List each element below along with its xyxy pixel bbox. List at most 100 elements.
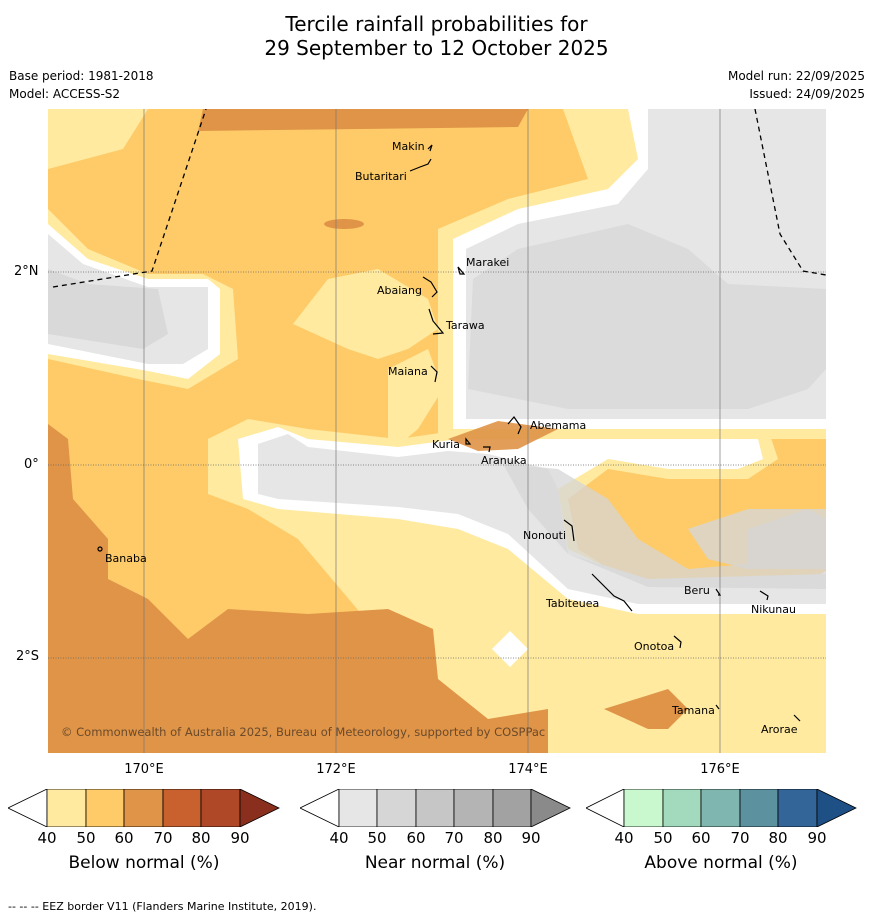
colorbar-above xyxy=(586,789,857,827)
label-onotoa: Onotoa xyxy=(634,640,675,653)
lat-label-equator: 0° xyxy=(24,457,39,472)
below-tick-60: 60 xyxy=(114,829,134,847)
island-makin xyxy=(427,144,433,152)
label-aranuka: Aranuka xyxy=(481,454,527,467)
label-butaritari: Butaritari xyxy=(355,170,407,183)
island-maiana xyxy=(430,365,438,383)
colorbar-above-title: Above normal (%) xyxy=(644,853,798,873)
colorbar-below-seg-1 xyxy=(46,789,87,827)
colorbar-below-seg-2 xyxy=(85,789,125,827)
lon-label-172e: 172°E xyxy=(316,762,356,777)
lat-label-2s: 2°S xyxy=(16,649,40,664)
zone-below-70-southwest xyxy=(48,424,548,753)
island-marakei xyxy=(457,266,466,275)
label-arorae: Arorae xyxy=(761,723,798,736)
island-onotoa xyxy=(673,635,682,649)
map-title: Tercile rainfall probabilities for 29 Se… xyxy=(0,12,873,60)
island-kuria xyxy=(465,437,472,445)
label-tamana: Tamana xyxy=(672,704,715,717)
lon-label-170e: 170°E xyxy=(124,762,164,777)
base-period: Base period: 1981-2018 xyxy=(9,69,154,83)
below-tick-80: 80 xyxy=(191,829,211,847)
colorbar-near-seg-1 xyxy=(338,789,378,827)
label-maiana: Maiana xyxy=(388,365,428,378)
colorbar-near-seg-2 xyxy=(376,789,417,827)
island-nonouti xyxy=(563,519,575,542)
island-nikunau xyxy=(759,590,769,601)
below-tick-50: 50 xyxy=(76,829,96,847)
lon-label-176e: 176°E xyxy=(700,762,740,777)
above-tick-70: 70 xyxy=(730,829,750,847)
colorbar-near-title: Near normal (%) xyxy=(364,853,506,873)
zone-near-60-right xyxy=(468,109,826,409)
zone-below-50-mid xyxy=(388,349,443,454)
colorbar-above-seg-3 xyxy=(700,789,741,827)
island-abemama xyxy=(507,416,522,435)
zone-below-50-topleft xyxy=(48,109,148,169)
zone-below-70-top xyxy=(198,109,528,131)
above-tick-80: 80 xyxy=(768,829,788,847)
map-shading xyxy=(48,109,826,753)
colorbar-near-seg-6 xyxy=(530,789,571,827)
near-tick-40: 40 xyxy=(329,829,349,847)
near-tick-90: 90 xyxy=(521,829,541,847)
above-tick-90: 90 xyxy=(807,829,827,847)
colorbar-below-seg-4 xyxy=(162,789,202,827)
island-butaritari xyxy=(409,158,432,172)
near-tick-50: 50 xyxy=(367,829,387,847)
below-tick-70: 70 xyxy=(153,829,173,847)
eez-border-west xyxy=(52,109,207,288)
colorbar-near-seg-0 xyxy=(300,789,340,827)
colorbar-near-seg-4 xyxy=(453,789,494,827)
colorbar-above-seg-4 xyxy=(739,789,779,827)
meta-right: Model run: 22/09/2025 Issued: 24/09/2025 xyxy=(728,67,865,103)
island-banaba xyxy=(97,546,103,552)
probability-map: Makin Butaritari Marakei Abaiang Tarawa … xyxy=(48,109,826,753)
label-makin: Makin xyxy=(392,140,425,153)
label-banaba: Banaba xyxy=(105,552,147,565)
label-kuria: Kuria xyxy=(432,438,460,451)
island-tamana xyxy=(715,704,720,710)
title-line-2: 29 September to 12 October 2025 xyxy=(264,36,609,60)
near-tick-80: 80 xyxy=(483,829,503,847)
title-line-1: Tercile rainfall probabilities for xyxy=(285,12,588,36)
colorbar-above-seg-1 xyxy=(623,789,664,827)
label-marakei: Marakei xyxy=(466,256,510,269)
colorbar-below-seg-3 xyxy=(123,789,164,827)
above-tick-40: 40 xyxy=(614,829,634,847)
near-tick-60: 60 xyxy=(406,829,426,847)
colorbar-near-seg-5 xyxy=(492,789,532,827)
colorbar-below-seg-6 xyxy=(239,789,280,827)
zone-near-60-left xyxy=(48,269,168,349)
zone-below-50-center xyxy=(293,269,438,359)
model-run: Model run: 22/09/2025 xyxy=(727,69,865,83)
colorbar-near-seg-3 xyxy=(415,789,455,827)
island-arorae xyxy=(793,714,801,722)
above-tick-50: 50 xyxy=(653,829,673,847)
label-nonouti: Nonouti xyxy=(523,529,567,542)
label-abemama: Abemama xyxy=(530,419,587,432)
label-abaiang: Abaiang xyxy=(377,284,422,297)
colorbar-near xyxy=(300,789,571,827)
label-beru: Beru xyxy=(684,584,710,597)
island-tabiteuea xyxy=(591,573,633,612)
label-tarawa: Tarawa xyxy=(446,319,485,332)
island-aranuka xyxy=(483,446,491,453)
colorbar-above-seg-0 xyxy=(586,789,625,827)
eez-legend-footer: -- -- -- EEZ border V11 (Flanders Marine… xyxy=(8,900,317,913)
zone-near-60-southeast xyxy=(688,509,826,569)
island-abaiang xyxy=(422,276,438,298)
colorbar-above-seg-2 xyxy=(662,789,702,827)
island-beru xyxy=(715,588,722,596)
above-tick-60: 60 xyxy=(691,829,711,847)
zone-near-60-south xyxy=(503,464,826,589)
label-tabiteuea: Tabiteuea xyxy=(546,597,600,610)
copyright-notice: © Commonwealth of Australia 2025, Bureau… xyxy=(61,725,546,739)
zone-below-70-abemama xyxy=(448,421,558,451)
below-tick-40: 40 xyxy=(37,829,57,847)
colorbar-below-seg-5 xyxy=(200,789,241,827)
zone-below-70-blob xyxy=(324,219,364,229)
colorbar-below xyxy=(8,789,280,827)
label-nikunau: Nikunau xyxy=(751,603,796,616)
lon-label-174e: 174°E xyxy=(508,762,548,777)
